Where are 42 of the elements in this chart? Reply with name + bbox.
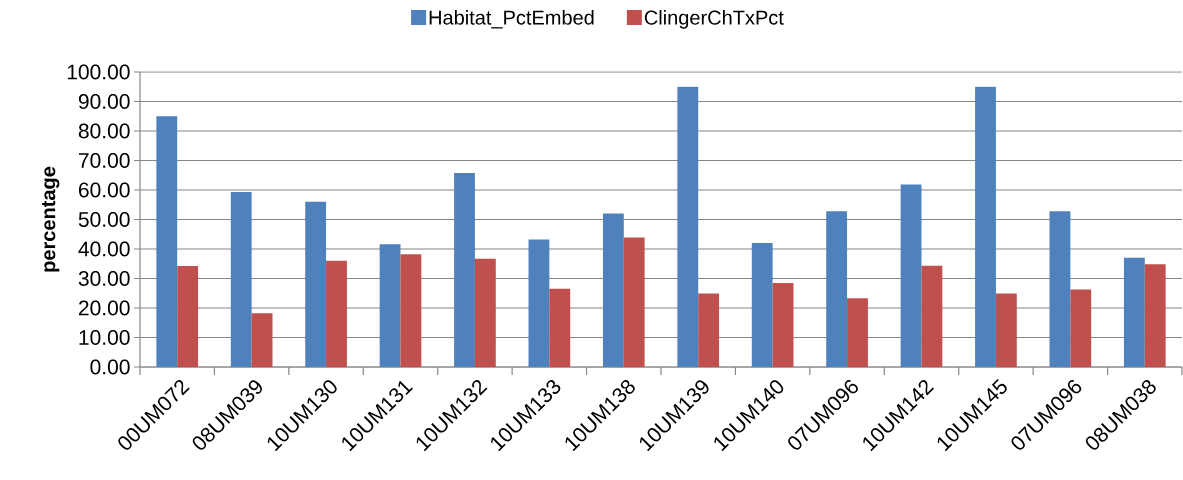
y-tick-label: 30.00 <box>78 271 130 286</box>
bar <box>326 260 347 367</box>
bar <box>623 237 645 367</box>
bar <box>230 192 252 367</box>
bar <box>847 298 868 367</box>
bar <box>1123 257 1145 367</box>
bar <box>751 243 773 367</box>
bar <box>156 116 178 367</box>
bar <box>400 254 422 367</box>
y-tick-label: 70.00 <box>79 153 130 168</box>
bar <box>1144 264 1166 367</box>
bar <box>698 293 720 367</box>
y-tick-label: 80.00 <box>78 123 130 139</box>
y-tick-label: 100.00 <box>67 64 130 80</box>
legend-label: ClingerChTxPct <box>644 10 784 29</box>
y-tick-label: 40.00 <box>78 241 130 257</box>
y-tick-label: 90.00 <box>78 94 130 109</box>
bar <box>251 313 273 367</box>
bar <box>677 86 699 367</box>
y-tick-label: 10.00 <box>79 330 130 345</box>
bar <box>1049 211 1071 367</box>
bar <box>528 239 550 367</box>
bar <box>1070 289 1092 367</box>
bar <box>379 244 401 367</box>
bar <box>454 172 475 367</box>
y-tick-label: 20.00 <box>78 300 130 316</box>
bar <box>177 266 199 367</box>
bar <box>549 288 571 367</box>
y-tick-label: 60.00 <box>78 182 130 198</box>
bar <box>921 265 943 367</box>
bar <box>772 282 794 367</box>
y-axis-title: percentage <box>42 166 60 272</box>
legend-label: Habitat_PctEmbed <box>429 10 594 29</box>
bar <box>602 213 624 367</box>
bar <box>995 293 1017 367</box>
bar <box>900 184 922 367</box>
bar <box>975 86 996 367</box>
bar <box>826 211 848 367</box>
y-tick-label: 0.00 <box>90 359 130 375</box>
bar <box>305 201 327 367</box>
y-tick-label: 50.00 <box>78 212 130 227</box>
bar <box>474 258 496 367</box>
